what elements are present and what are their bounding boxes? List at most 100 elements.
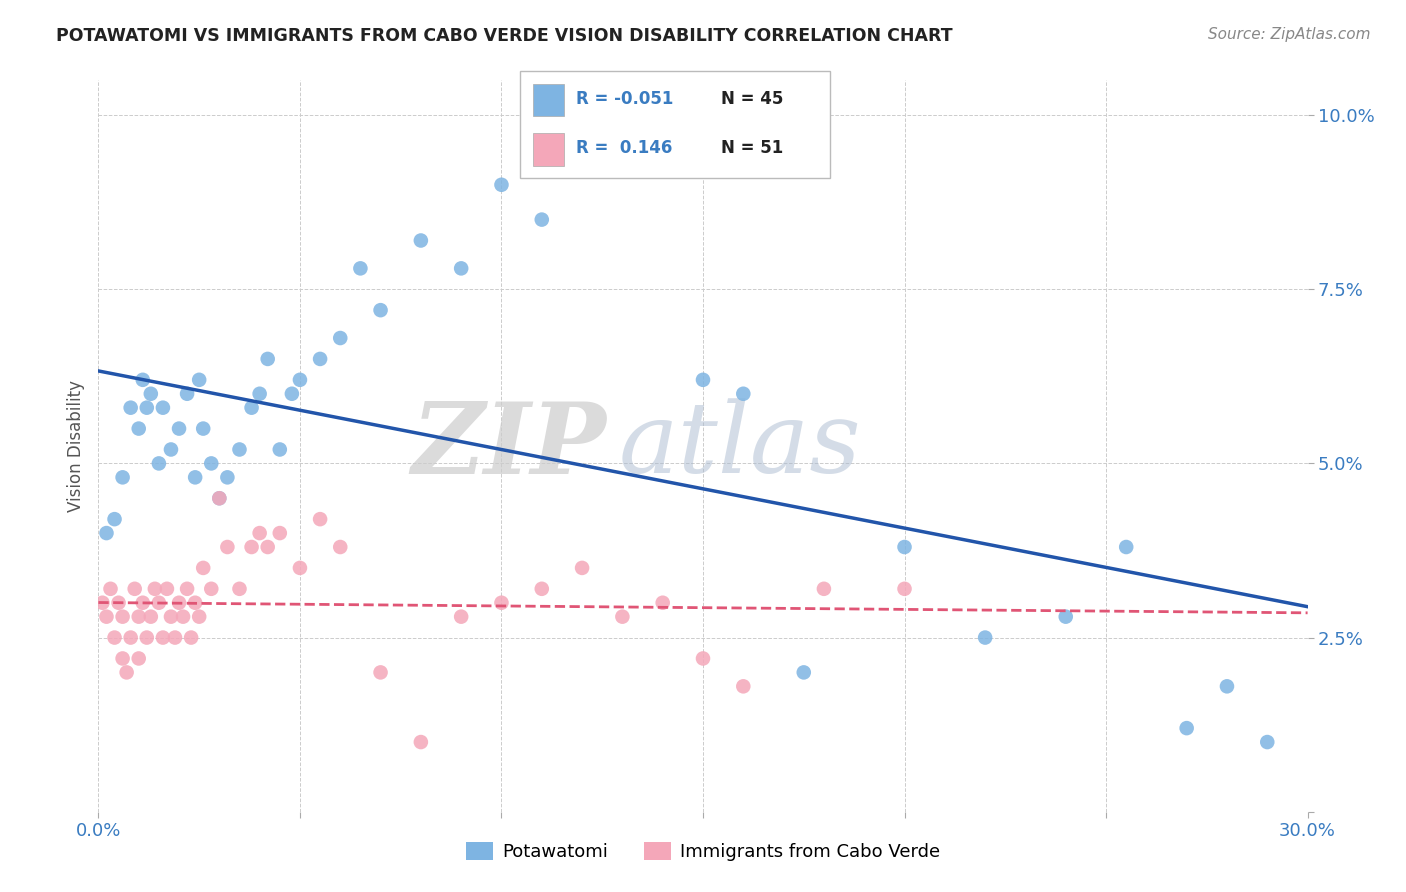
Point	[103, 631, 125, 645]
Point	[228, 442, 250, 457]
Point	[188, 373, 211, 387]
Point	[208, 491, 231, 506]
Point	[135, 401, 157, 415]
Point	[91, 596, 114, 610]
Point	[200, 582, 222, 596]
Point	[409, 234, 432, 248]
Point	[692, 651, 714, 665]
Point	[96, 526, 118, 541]
Point	[288, 561, 311, 575]
Text: ZIP: ZIP	[412, 398, 606, 494]
Point	[167, 596, 190, 610]
Text: Source: ZipAtlas.com: Source: ZipAtlas.com	[1208, 27, 1371, 42]
Point	[103, 512, 125, 526]
Point	[217, 470, 239, 484]
Point	[1175, 721, 1198, 735]
Point	[167, 421, 190, 435]
Point	[208, 491, 231, 506]
Point	[1115, 540, 1137, 554]
Point	[491, 178, 513, 192]
Point	[1216, 679, 1239, 693]
Point	[530, 582, 553, 596]
Point	[184, 470, 207, 484]
Point	[612, 609, 634, 624]
Point	[135, 631, 157, 645]
Point	[111, 470, 134, 484]
Point	[288, 373, 311, 387]
Legend: Potawatomi, Immigrants from Cabo Verde: Potawatomi, Immigrants from Cabo Verde	[458, 835, 948, 869]
Point	[124, 582, 146, 596]
Point	[128, 421, 150, 435]
Point	[152, 631, 174, 645]
Point	[329, 331, 352, 345]
Point	[240, 401, 263, 415]
Point	[329, 540, 352, 554]
Point	[156, 582, 179, 596]
Point	[176, 386, 198, 401]
Point	[111, 609, 134, 624]
FancyBboxPatch shape	[520, 71, 830, 178]
Point	[96, 609, 118, 624]
Point	[193, 561, 215, 575]
Point	[152, 401, 174, 415]
Point	[184, 596, 207, 610]
Point	[188, 609, 211, 624]
Point	[193, 421, 215, 435]
Point	[180, 631, 202, 645]
FancyBboxPatch shape	[533, 84, 564, 116]
Point	[217, 540, 239, 554]
Point	[813, 582, 835, 596]
Point	[160, 609, 183, 624]
Point	[163, 631, 186, 645]
Point	[309, 351, 332, 366]
Point	[139, 609, 162, 624]
FancyBboxPatch shape	[533, 134, 564, 166]
Point	[107, 596, 129, 610]
Point	[309, 512, 332, 526]
Point	[974, 631, 997, 645]
Point	[148, 596, 170, 610]
Point	[249, 526, 271, 541]
Y-axis label: Vision Disability: Vision Disability	[66, 380, 84, 512]
Point	[612, 143, 634, 157]
Text: R = -0.051: R = -0.051	[576, 90, 673, 108]
Point	[349, 261, 371, 276]
Point	[450, 261, 472, 276]
Point	[733, 679, 755, 693]
Text: R =  0.146: R = 0.146	[576, 139, 672, 157]
Point	[370, 303, 392, 318]
Point	[115, 665, 138, 680]
Point	[256, 351, 278, 366]
Point	[172, 609, 194, 624]
Point	[491, 596, 513, 610]
Point	[176, 582, 198, 596]
Point	[571, 561, 593, 575]
Point	[120, 401, 142, 415]
Point	[256, 540, 278, 554]
Point	[148, 457, 170, 471]
Text: N = 51: N = 51	[721, 139, 783, 157]
Point	[111, 651, 134, 665]
Point	[651, 596, 673, 610]
Point	[281, 386, 304, 401]
Point	[370, 665, 392, 680]
Point	[143, 582, 166, 596]
Point	[120, 631, 142, 645]
Text: N = 45: N = 45	[721, 90, 783, 108]
Point	[100, 582, 122, 596]
Point	[128, 609, 150, 624]
Point	[269, 526, 291, 541]
Point	[269, 442, 291, 457]
Point	[1256, 735, 1278, 749]
Point	[530, 212, 553, 227]
Point	[200, 457, 222, 471]
Point	[132, 373, 155, 387]
Text: atlas: atlas	[619, 399, 860, 493]
Point	[1054, 609, 1077, 624]
Point	[240, 540, 263, 554]
Point	[893, 540, 915, 554]
Point	[692, 373, 714, 387]
Point	[733, 386, 755, 401]
Point	[228, 582, 250, 596]
Point	[132, 596, 155, 610]
